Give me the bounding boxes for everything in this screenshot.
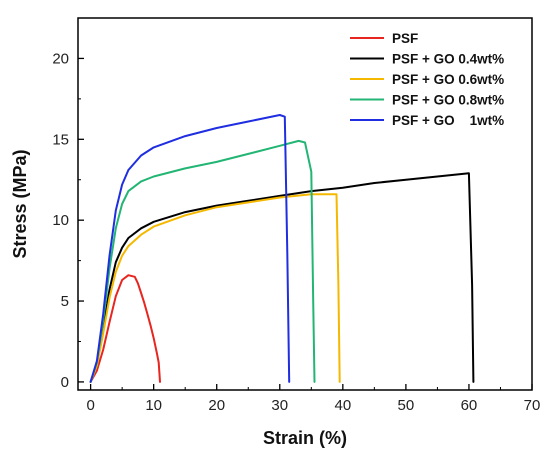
series-line-3 — [89, 193, 341, 383]
legend-label: PSF + GO 1wt% — [392, 113, 504, 128]
plot-area — [89, 114, 475, 383]
y-tick-label: 5 — [61, 293, 69, 310]
legend-label: PSF + GO 0.8wt% — [392, 93, 504, 108]
x-axis-ticks: 0 10 20 30 40 50 60 70 — [86, 384, 540, 414]
y-axis-title: Stress (MPa) — [10, 149, 30, 258]
x-tick-label: 20 — [208, 397, 225, 414]
legend-label: PSF — [392, 31, 418, 46]
x-tick-label: 10 — [145, 397, 162, 414]
series-line-2 — [89, 172, 475, 383]
x-tick-label: 50 — [398, 397, 415, 414]
x-tick-label: 0 — [86, 397, 94, 414]
y-tick-label: 15 — [52, 131, 69, 148]
legend-label: PSF + GO 0.4wt% — [392, 52, 504, 67]
y-tick-label: 10 — [52, 212, 69, 229]
x-tick-label: 60 — [461, 397, 478, 414]
x-tick-label: 40 — [334, 397, 351, 414]
x-axis-title: Strain (%) — [263, 428, 347, 448]
series-line-1 — [89, 274, 161, 383]
y-tick-label: 20 — [52, 50, 69, 67]
series-line-5 — [89, 114, 291, 383]
y-axis-ticks: 0 5 10 15 20 — [52, 50, 84, 391]
x-tick-label: 30 — [271, 397, 288, 414]
plot-frame — [77, 17, 533, 391]
x-tick-label: 70 — [524, 397, 541, 414]
series-line-4 — [89, 139, 316, 383]
y-tick-label: 0 — [61, 374, 69, 391]
legend-label: PSF + GO 0.6wt% — [392, 72, 504, 87]
legend: PSF PSF + GO 0.4wt% PSF + GO 0.6wt% PSF + G… — [350, 31, 504, 128]
